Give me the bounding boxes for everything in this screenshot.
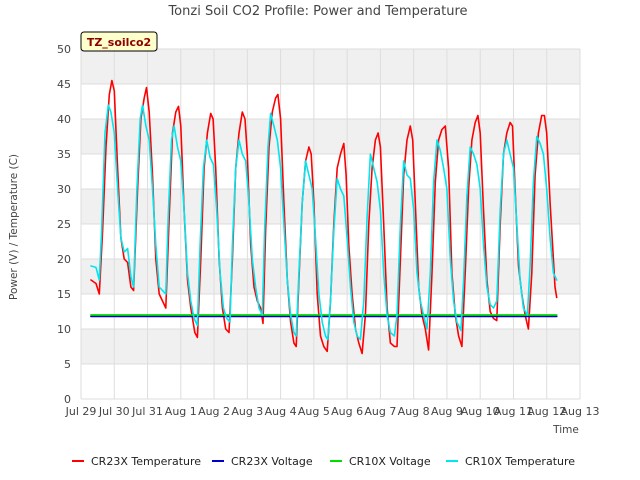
y-tick-label: 15 <box>57 288 71 301</box>
y-tick-label: 10 <box>57 323 71 336</box>
y-tick-label: 0 <box>64 393 71 406</box>
y-tick-label: 25 <box>57 218 71 231</box>
y-tick-label: 45 <box>57 78 71 91</box>
legend-item: CR23X Temperature <box>72 455 201 468</box>
x-tick-labels: Jul 29 Jul 30 Jul 31 Aug 1 Aug 2 Aug 3 Aug 4 Au… <box>65 405 600 418</box>
x-tick-label: Aug 8 <box>398 405 430 418</box>
x-tick-label: Jul 30 <box>98 405 130 418</box>
x-tick-label: Aug 3 <box>231 405 263 418</box>
x-tick-label: Jul 29 <box>65 405 97 418</box>
x-tick-label: Aug 11 <box>494 405 533 418</box>
x-tick-label: Aug 13 <box>561 405 600 418</box>
x-tick-label: Aug 5 <box>298 405 330 418</box>
legend-item: CR10X Temperature <box>446 455 575 468</box>
x-tick-label: Aug 6 <box>331 405 363 418</box>
x-axis-label: Time <box>552 424 579 436</box>
y-tick-label: 5 <box>64 358 71 371</box>
y-axis-label: Power (V) / Temperature (C) <box>8 154 20 300</box>
x-tick-label: Aug 12 <box>527 405 566 418</box>
plot-band <box>81 189 580 224</box>
legend: CR23X Temperature CR23X Voltage CR10X Volt… <box>72 455 575 468</box>
site-badge: TZ_soilco2 <box>80 31 158 52</box>
legend-label: CR23X Voltage <box>231 455 313 468</box>
x-tick-label: Aug 7 <box>364 405 396 418</box>
series-layer <box>90 79 558 355</box>
plot-band <box>81 49 580 84</box>
plot-band <box>81 329 580 364</box>
y-tick-label: 30 <box>57 183 71 196</box>
plot-band <box>81 224 580 259</box>
grid <box>80 48 581 400</box>
legend-label: CR23X Temperature <box>91 455 201 468</box>
x-tick-label: Aug 9 <box>431 405 463 418</box>
legend-label: CR10X Temperature <box>465 455 575 468</box>
y-tick-label: 50 <box>57 43 71 56</box>
plot-band <box>81 154 580 189</box>
x-tick-label: Aug 1 <box>165 405 197 418</box>
x-tick-label: Aug 10 <box>461 405 500 418</box>
legend-item: CR10X Voltage <box>330 455 431 468</box>
x-tick-label: Jul 31 <box>131 405 163 418</box>
plot-band <box>81 364 580 399</box>
y-tick-label: 20 <box>57 253 71 266</box>
plot-band <box>81 84 580 119</box>
y-tick-label: 40 <box>57 113 71 126</box>
x-tick-label: Aug 2 <box>198 405 230 418</box>
y-tick-labels: 0 5 10 15 20 25 30 35 40 45 50 <box>57 43 71 406</box>
x-tick-label: Aug 4 <box>265 405 297 418</box>
legend-label: CR10X Voltage <box>349 455 431 468</box>
plot-band <box>81 119 580 154</box>
chart-title: Tonzi Soil CO2 Profile: Power and Temper… <box>167 4 467 19</box>
legend-item: CR23X Voltage <box>212 455 313 468</box>
site-badge-box <box>80 31 158 52</box>
series-line-cr10x-temperature <box>90 104 558 341</box>
y-tick-label: 35 <box>57 148 71 161</box>
site-badge-label: TZ_soilco2 <box>87 36 151 49</box>
